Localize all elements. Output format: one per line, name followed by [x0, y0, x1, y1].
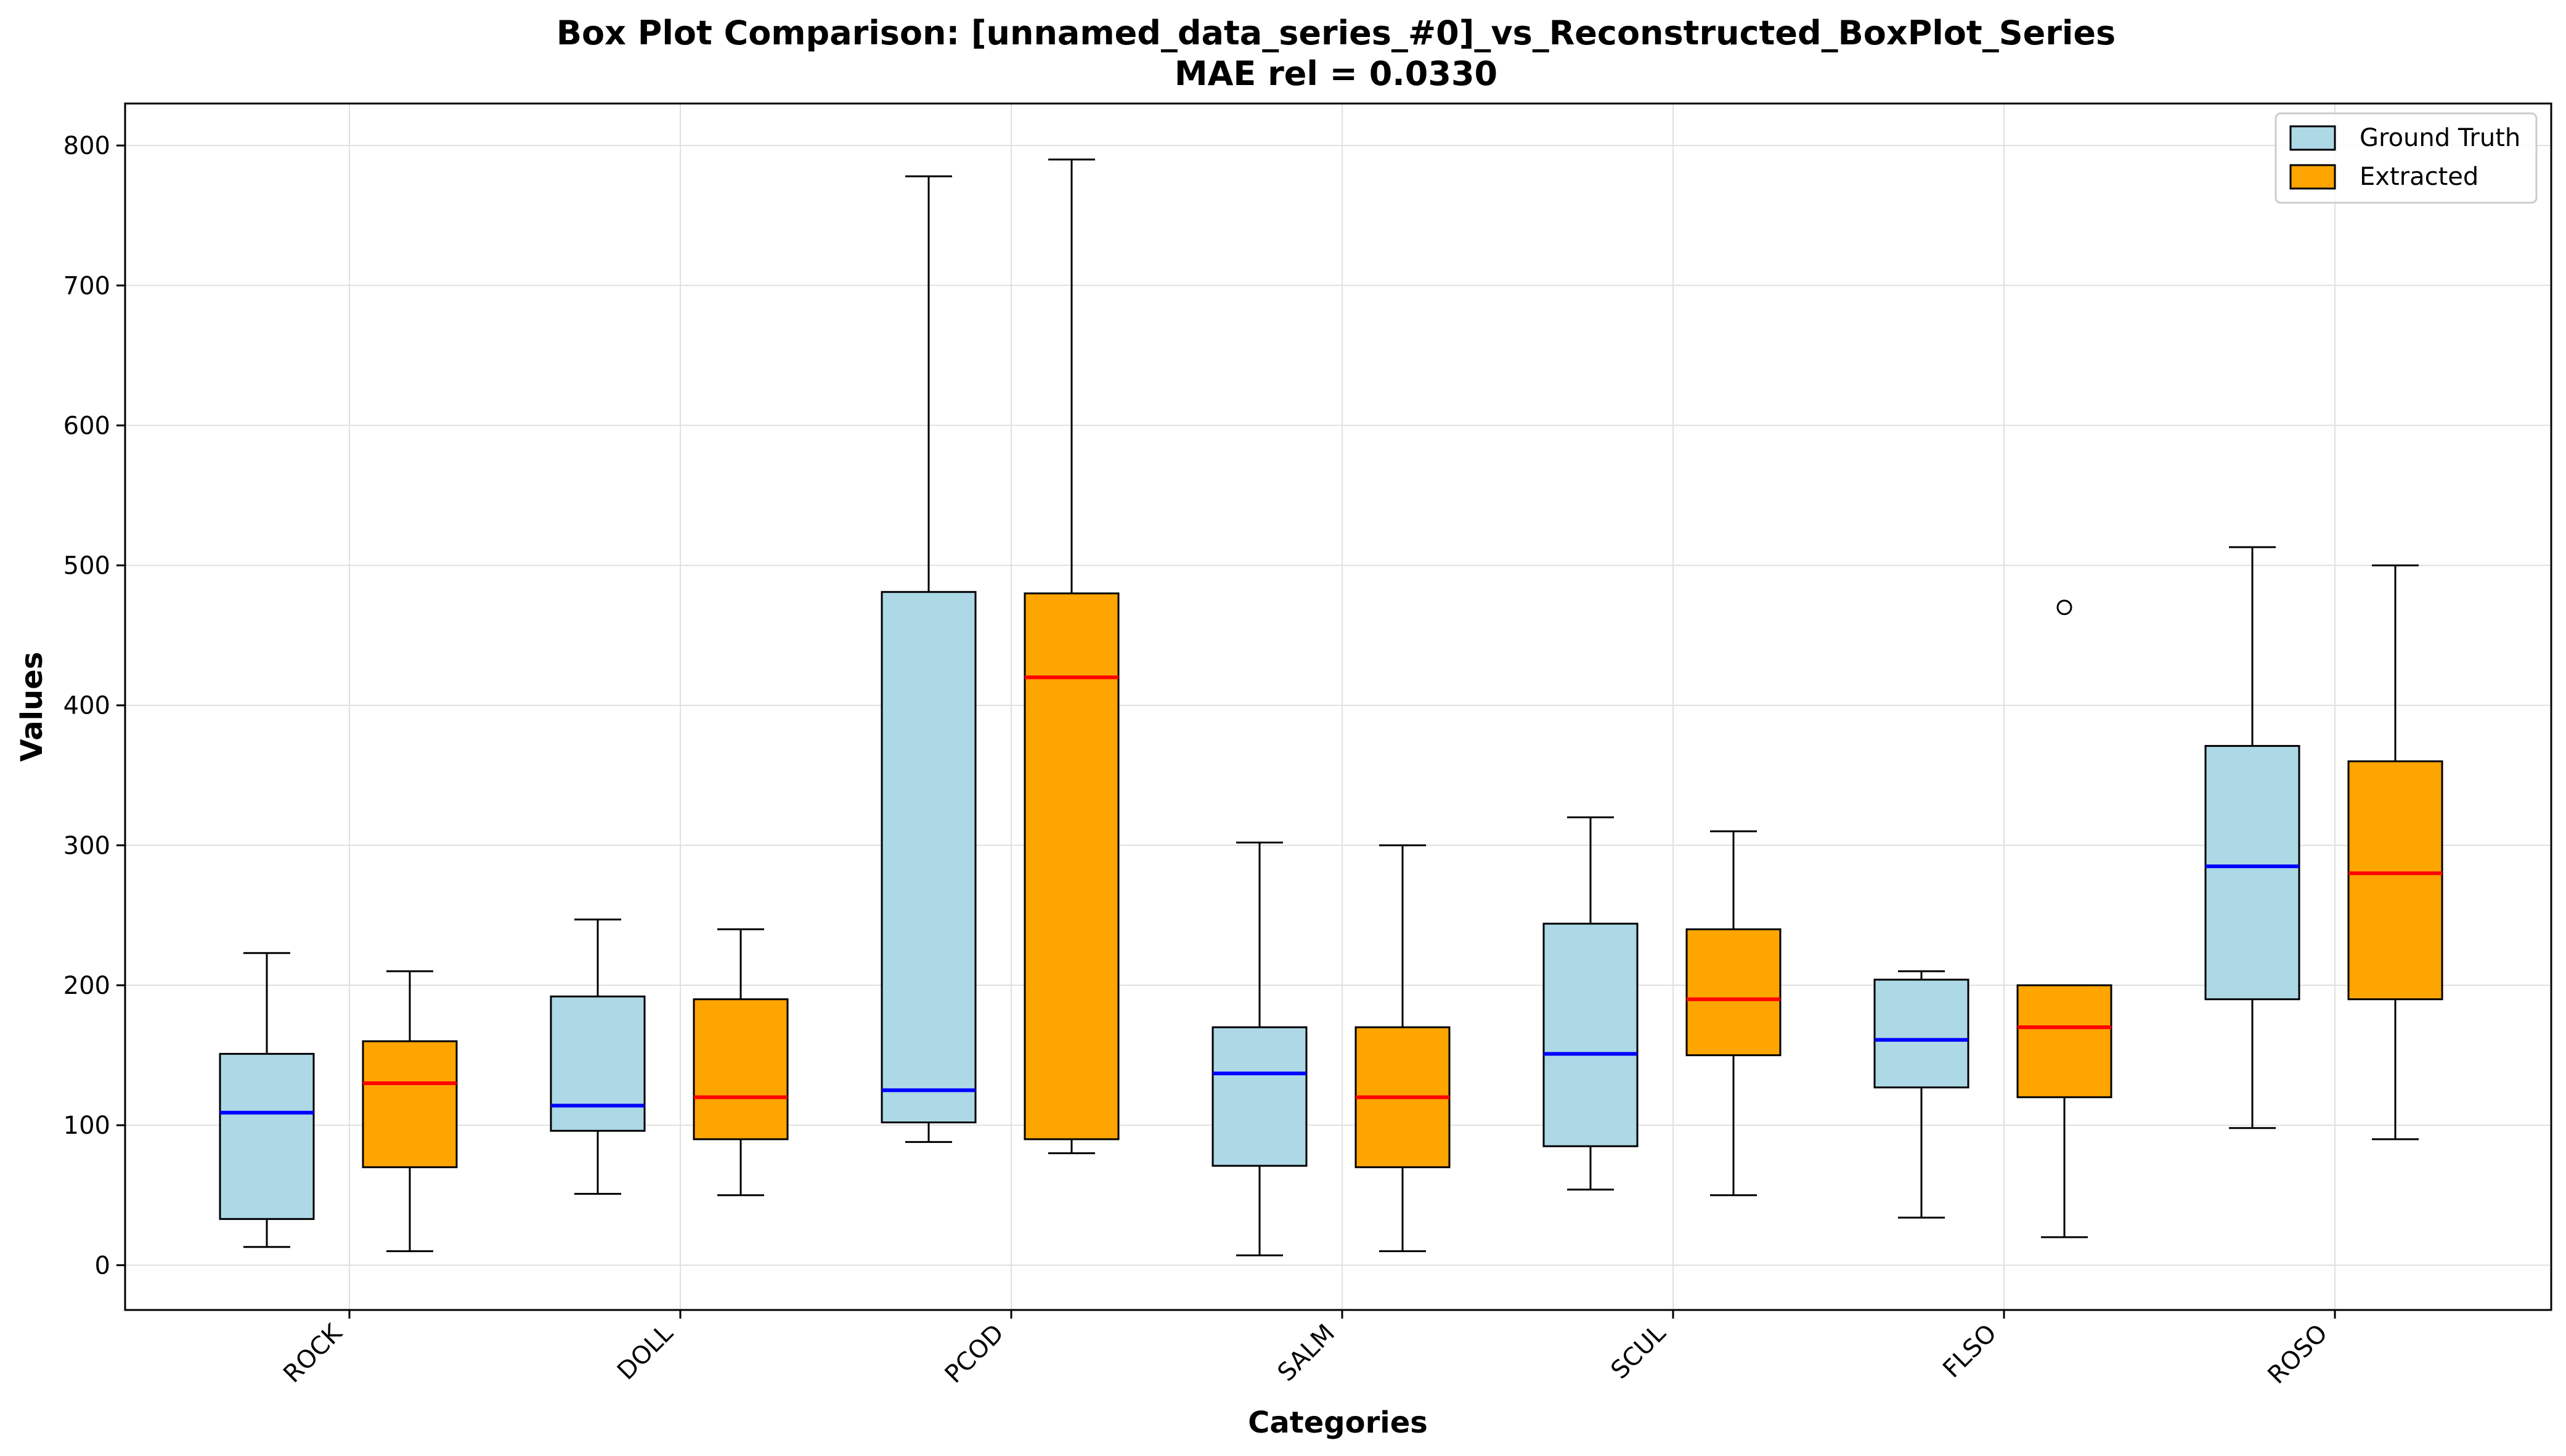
y-axis-label: Values [15, 652, 49, 762]
box-ground-truth-flso [1873, 970, 1969, 1219]
box-ground-truth-rock [219, 952, 315, 1248]
box-series [219, 158, 2443, 1256]
box-extracted-salm [1354, 844, 1451, 1253]
plot-area-frame [124, 102, 2552, 1311]
legend-label-extracted: Extracted [2360, 163, 2478, 191]
y-tick-label: 300 [63, 832, 110, 860]
y-tick-label: 0 [95, 1251, 110, 1280]
legend: Ground Truth Extracted [2275, 112, 2538, 204]
box-ground-truth-pcod [881, 175, 977, 1143]
y-tick-label: 800 [63, 132, 110, 160]
iqr-box [1024, 592, 1120, 1141]
box-ground-truth-salm [1212, 841, 1308, 1256]
x-tick-label-roso: ROSO [2262, 1319, 2333, 1390]
y-tick-label: 100 [63, 1112, 110, 1140]
iqr-box [1542, 922, 1639, 1147]
x-tick-label-doll: DOLL [612, 1319, 679, 1386]
x-axis-label: Categories [1248, 1405, 1428, 1440]
box-extracted-flso [2016, 600, 2112, 1238]
iqr-box [362, 1040, 458, 1168]
iqr-box [2347, 760, 2443, 1001]
iqr-box [550, 995, 646, 1132]
legend-swatch-ground-truth [2289, 125, 2336, 151]
legend-swatch-extracted [2289, 164, 2336, 190]
iqr-box [1212, 1026, 1308, 1167]
box-ground-truth-scul [1542, 816, 1639, 1191]
iqr-box [219, 1052, 315, 1220]
box-ground-truth-doll [550, 918, 646, 1195]
y-axis-ticks: 0 100 200 300 400 500 600 700 800 [63, 132, 125, 1280]
iqr-box [693, 998, 789, 1141]
chart-title: Box Plot Comparison: [unnamed_data_serie… [556, 14, 2116, 52]
box-extracted-rock [362, 970, 458, 1253]
iqr-box [881, 591, 977, 1124]
y-tick-label: 600 [63, 412, 110, 440]
y-tick-label: 400 [63, 692, 110, 720]
x-tick-label-salm: SALM [1273, 1319, 1341, 1388]
box-extracted-scul [1685, 830, 1782, 1197]
x-tick-label-rock: ROCK [278, 1318, 348, 1388]
y-tick-label: 200 [63, 972, 110, 1000]
legend-frame [2275, 112, 2538, 204]
legend-label-ground-truth: Ground Truth [2360, 124, 2520, 152]
x-tick-label-pcod: PCOD [940, 1319, 1009, 1389]
y-tick-label: 700 [63, 272, 110, 300]
iqr-box [1685, 928, 1782, 1057]
iqr-box [2016, 984, 2112, 1099]
box-extracted-roso [2347, 564, 2443, 1141]
grid-lines [125, 104, 2551, 1310]
box-extracted-pcod [1024, 158, 1120, 1155]
outlier-point [2056, 600, 2072, 616]
iqr-box [2204, 745, 2300, 1001]
x-axis-ticks: ROCK DOLL PCOD SALM SCUL FLSO ROSO [278, 1310, 2336, 1390]
chart-subtitle: MAE rel = 0.0330 [1175, 54, 1497, 93]
iqr-box [1873, 978, 1969, 1089]
box-ground-truth-roso [2204, 546, 2300, 1129]
y-tick-label: 500 [63, 552, 110, 580]
x-tick-label-scul: SCUL [1605, 1319, 1671, 1385]
x-tick-label-flso: FLSO [1937, 1319, 2002, 1384]
box-extracted-doll [693, 928, 789, 1197]
